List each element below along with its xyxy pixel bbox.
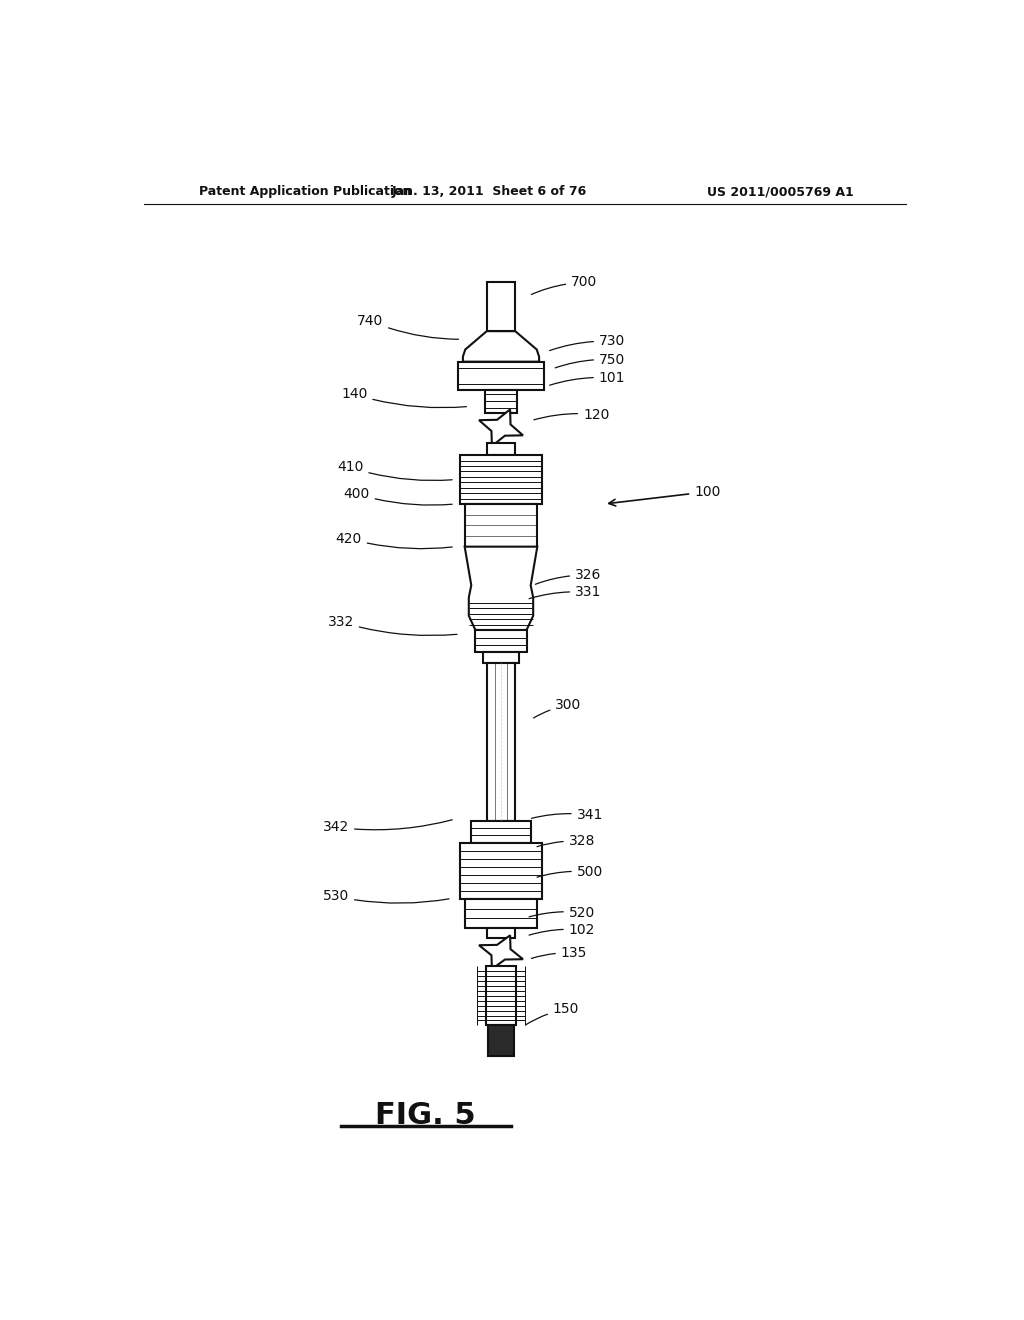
Text: 500: 500 [537, 865, 603, 879]
Bar [458, 362, 544, 391]
Bar [465, 899, 538, 928]
Text: 150: 150 [525, 1002, 580, 1024]
Text: 102: 102 [529, 923, 595, 937]
Bar [486, 966, 516, 1026]
Text: US 2011/0005769 A1: US 2011/0005769 A1 [708, 185, 854, 198]
Polygon shape [465, 546, 538, 630]
Text: 300: 300 [534, 698, 582, 718]
Text: 700: 700 [531, 276, 597, 294]
Bar [465, 504, 538, 546]
Bar [460, 843, 543, 899]
Text: 328: 328 [537, 834, 595, 849]
Text: 420: 420 [336, 532, 453, 549]
Text: 120: 120 [534, 408, 609, 421]
Text: Patent Application Publication: Patent Application Publication [200, 185, 412, 198]
Bar [487, 663, 515, 821]
Bar [486, 282, 515, 331]
Text: 730: 730 [550, 334, 626, 351]
Text: FIG. 5: FIG. 5 [375, 1101, 476, 1130]
Bar [471, 821, 530, 843]
Text: 135: 135 [531, 946, 587, 960]
Bar [488, 1026, 514, 1056]
Text: 332: 332 [328, 615, 457, 635]
Text: 101: 101 [550, 371, 626, 385]
Text: Jan. 13, 2011  Sheet 6 of 76: Jan. 13, 2011 Sheet 6 of 76 [391, 185, 587, 198]
Text: 410: 410 [337, 461, 453, 480]
Text: 750: 750 [555, 352, 626, 368]
Text: 326: 326 [536, 568, 601, 585]
Text: 140: 140 [341, 387, 467, 408]
Text: 331: 331 [529, 585, 601, 599]
Bar [483, 652, 519, 663]
Bar [486, 444, 515, 455]
Text: 530: 530 [323, 890, 450, 903]
Bar [485, 391, 517, 412]
Polygon shape [479, 936, 523, 969]
Bar [460, 455, 543, 504]
Text: 520: 520 [529, 906, 595, 920]
Text: 100: 100 [609, 484, 721, 506]
Text: 341: 341 [531, 808, 603, 822]
Text: 400: 400 [343, 487, 453, 506]
Polygon shape [479, 409, 523, 446]
Bar [486, 928, 515, 939]
Polygon shape [463, 331, 539, 362]
Text: 342: 342 [323, 820, 453, 834]
Bar [475, 630, 526, 652]
Text: 740: 740 [357, 314, 459, 339]
